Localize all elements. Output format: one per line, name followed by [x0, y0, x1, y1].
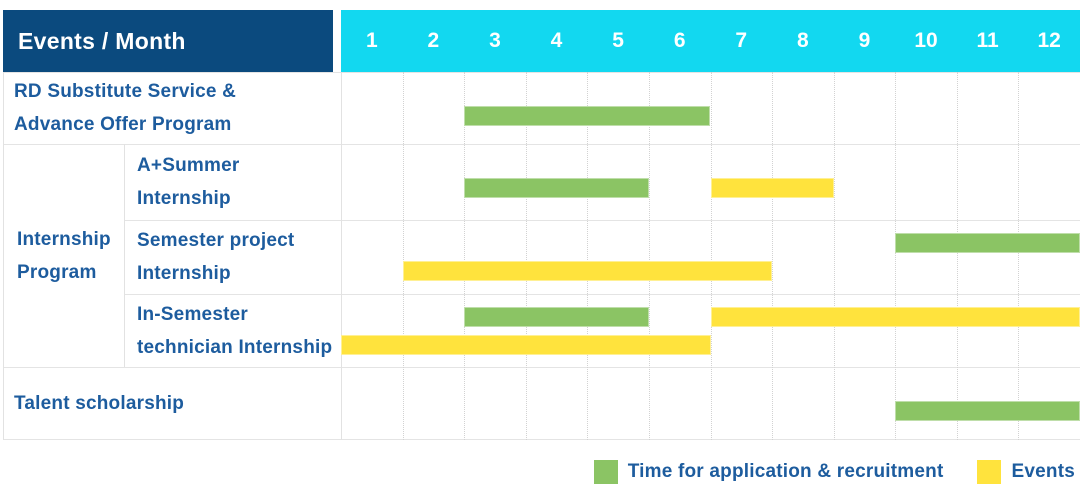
- month-gridline-3: [525, 72, 527, 440]
- corner-header-label: Events / Month: [18, 27, 186, 54]
- month-gridline-5: [648, 72, 650, 440]
- legend-item-green: Time for application & recruitment: [593, 460, 944, 484]
- month-header-cell-6: 6: [673, 29, 686, 52]
- month-gridline-2: [464, 72, 466, 440]
- bar-row1-green-m3-5: [464, 178, 649, 198]
- month-header-row: 1 2 3 4 5 6 7 8 9 10 11 12: [341, 10, 1080, 72]
- row-label-0: RD Substitute Service & Advance Offer Pr…: [14, 81, 237, 135]
- row-label-3: In-Semester technician Internship: [137, 303, 333, 358]
- row-divider-5: [3, 439, 1080, 440]
- row-divider-2: [124, 220, 1080, 221]
- row-divider-0: [3, 72, 1080, 73]
- column-divider-1: [124, 144, 125, 367]
- legend-label-green: Time for application & recruitment: [627, 461, 944, 482]
- group-label-internship-program: Internship Program: [17, 228, 111, 283]
- row-divider-4: [3, 367, 1080, 368]
- month-gridline-7: [772, 72, 774, 440]
- legend-label-yellow: Events: [1011, 461, 1075, 482]
- legend-swatch-green: [593, 460, 618, 484]
- legend: Time for application & recruitment Events: [593, 460, 1075, 484]
- month-gridline-1: [402, 72, 404, 440]
- month-header-cell-12: 12: [1037, 29, 1061, 52]
- bar-row3-yellow-m7-12: [710, 307, 1080, 327]
- month-header-cell-8: 8: [796, 29, 809, 52]
- month-header-cell-7: 7: [735, 29, 748, 52]
- bar-row4-green-m10-12: [895, 401, 1080, 421]
- bar-row1-yellow-m7-8: [710, 178, 834, 198]
- month-header-cell-2: 2: [427, 29, 440, 52]
- month-header-cell-5: 5: [612, 29, 624, 52]
- month-gridline-10: [956, 72, 958, 440]
- bar-row3-yellow-m1-6: [341, 335, 711, 355]
- month-header-cell-4: 4: [550, 29, 563, 52]
- month-gridline-8: [833, 72, 835, 440]
- row-label-2: Semester project Internship: [137, 230, 295, 284]
- month-gridline-6: [710, 72, 712, 440]
- month-header-cell-3: 3: [489, 29, 501, 52]
- column-divider-0: [3, 72, 4, 440]
- row-label-4: Talent scholarship: [14, 393, 185, 414]
- bar-row2-yellow-m2-7: [402, 261, 773, 281]
- month-header-cell-1: 1: [365, 29, 378, 52]
- month-header-cell-10: 10: [914, 29, 938, 52]
- column-divider-2: [341, 72, 342, 440]
- bar-row0-green-m3-6: [464, 106, 711, 126]
- month-header-cell-9: 9: [858, 29, 871, 52]
- row-divider-1: [3, 144, 1080, 145]
- row-label-1: A+Summer Internship: [137, 155, 240, 209]
- bar-row2-green-m10-12: [895, 233, 1080, 253]
- legend-item-yellow: Events: [977, 460, 1075, 484]
- month-gridline-11: [1018, 72, 1020, 440]
- legend-swatch-yellow: [977, 460, 1002, 484]
- corner-header-cell: Events / Month: [3, 10, 333, 72]
- month-gridline-4: [587, 72, 589, 440]
- bar-row3-green-m3-5: [464, 307, 649, 327]
- month-gridline-9: [895, 72, 897, 440]
- row-divider-3: [124, 294, 1080, 295]
- month-header-cell-11: 11: [976, 29, 999, 52]
